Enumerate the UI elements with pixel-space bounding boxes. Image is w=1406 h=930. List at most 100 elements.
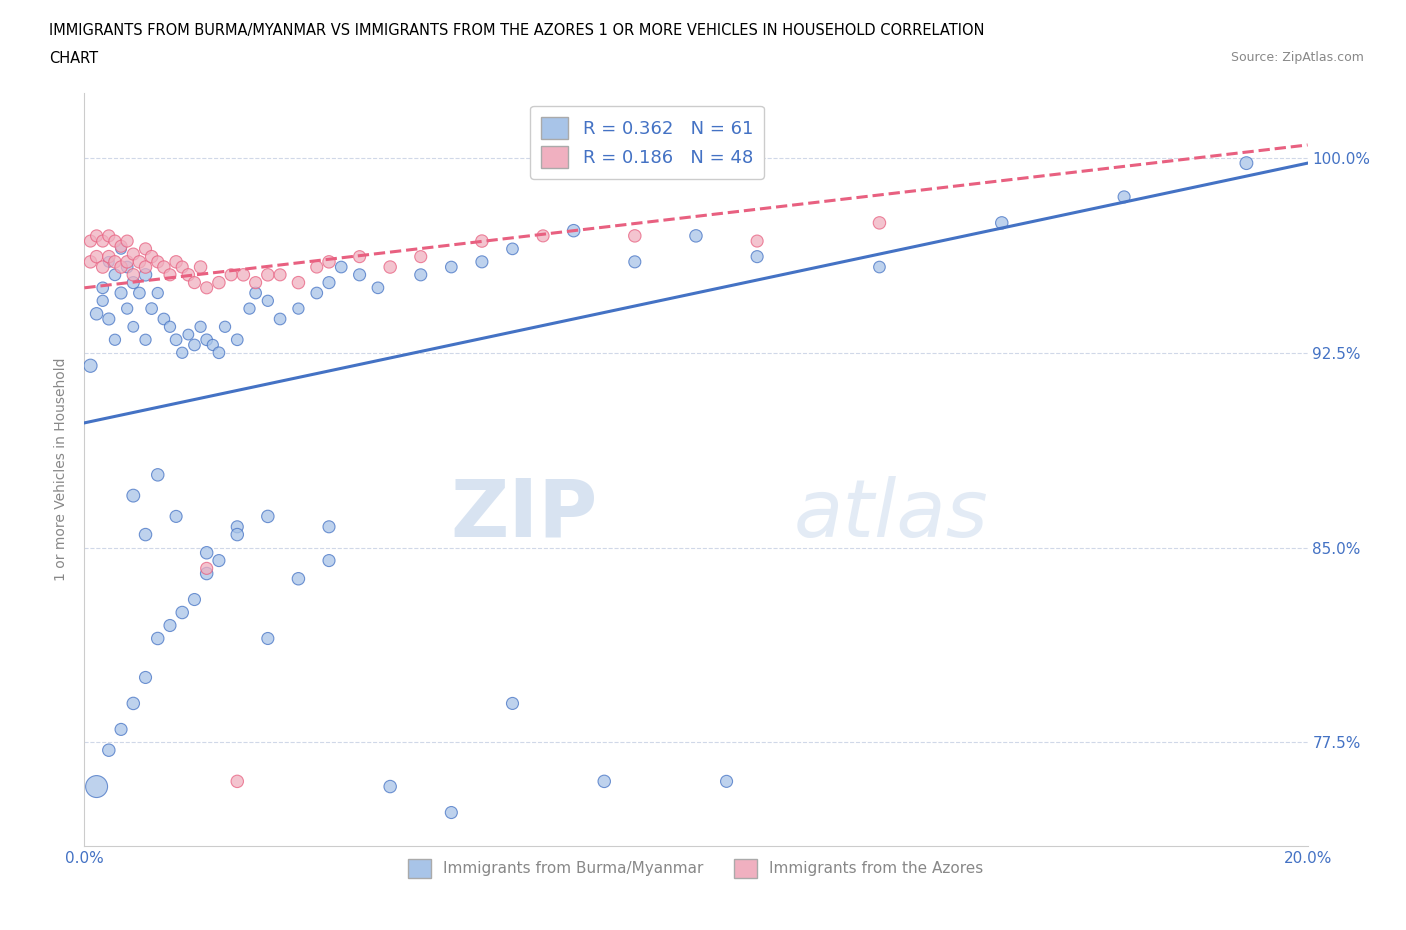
Point: [97, 229, 120, 244]
Point: [104, 255, 127, 270]
Point: [165, 255, 187, 270]
Point: [287, 275, 309, 290]
Point: [747, 233, 769, 248]
Point: [177, 268, 200, 283]
Text: Source: ZipAtlas.com: Source: ZipAtlas.com: [1230, 51, 1364, 64]
Point: [349, 268, 371, 283]
Point: [269, 312, 291, 326]
Point: [226, 774, 249, 789]
Point: [624, 255, 647, 270]
Point: [110, 286, 132, 300]
Point: [624, 229, 647, 244]
Point: [86, 306, 108, 321]
Point: [440, 805, 463, 820]
Point: [183, 592, 205, 607]
Point: [79, 358, 101, 373]
Point: [122, 246, 145, 261]
Point: [195, 566, 218, 581]
Point: [115, 259, 138, 274]
Point: [159, 319, 181, 334]
Point: [232, 268, 254, 283]
Point: [208, 553, 231, 568]
Point: [318, 255, 340, 270]
Point: [141, 301, 163, 316]
Point: [153, 259, 176, 274]
Point: [79, 255, 101, 270]
Point: [531, 229, 554, 244]
Point: [172, 345, 194, 360]
Point: [869, 259, 891, 274]
Point: [195, 332, 218, 347]
Point: [201, 338, 224, 352]
Point: [122, 268, 145, 283]
Point: [685, 229, 707, 244]
Text: atlas: atlas: [794, 476, 988, 554]
Point: [226, 519, 249, 534]
Y-axis label: 1 or more Vehicles in Household: 1 or more Vehicles in Household: [55, 358, 69, 581]
Point: [195, 561, 218, 576]
Text: IMMIGRANTS FROM BURMA/MYANMAR VS IMMIGRANTS FROM THE AZORES 1 OR MORE VEHICLES I: IMMIGRANTS FROM BURMA/MYANMAR VS IMMIGRA…: [49, 23, 984, 38]
Point: [115, 233, 138, 248]
Point: [115, 255, 138, 270]
Point: [183, 338, 205, 352]
Point: [716, 774, 738, 789]
Point: [257, 509, 280, 524]
Point: [226, 527, 249, 542]
Point: [471, 233, 494, 248]
Point: [869, 216, 891, 231]
Point: [245, 275, 267, 290]
Point: [159, 268, 181, 283]
Point: [257, 631, 280, 646]
Point: [91, 293, 114, 308]
Point: [1114, 190, 1136, 205]
Point: [349, 249, 371, 264]
Point: [86, 249, 108, 264]
Point: [79, 233, 101, 248]
Text: ZIP: ZIP: [451, 476, 598, 554]
Point: [219, 268, 242, 283]
Point: [86, 229, 108, 244]
Point: [146, 468, 169, 483]
Point: [502, 242, 524, 257]
Point: [257, 293, 280, 308]
Point: [172, 605, 194, 620]
Point: [110, 722, 132, 737]
Point: [159, 618, 181, 633]
Point: [135, 670, 157, 684]
Point: [208, 345, 231, 360]
Point: [135, 527, 157, 542]
Point: [153, 312, 176, 326]
Point: [330, 259, 353, 274]
Point: [562, 223, 585, 238]
Point: [135, 332, 157, 347]
Point: [146, 631, 169, 646]
Point: [991, 216, 1014, 231]
Point: [91, 233, 114, 248]
Point: [165, 332, 187, 347]
Point: [747, 249, 769, 264]
Legend: Immigrants from Burma/Myanmar, Immigrants from the Azores: Immigrants from Burma/Myanmar, Immigrant…: [402, 853, 990, 884]
Point: [135, 268, 157, 283]
Point: [135, 259, 157, 274]
Point: [593, 774, 616, 789]
Point: [183, 275, 205, 290]
Point: [97, 743, 120, 758]
Point: [97, 312, 120, 326]
Point: [367, 280, 389, 295]
Point: [141, 249, 163, 264]
Point: [409, 268, 432, 283]
Point: [190, 319, 212, 334]
Point: [91, 280, 114, 295]
Point: [318, 519, 340, 534]
Text: CHART: CHART: [49, 51, 98, 66]
Point: [146, 255, 169, 270]
Point: [318, 275, 340, 290]
Point: [318, 553, 340, 568]
Point: [104, 268, 127, 283]
Point: [122, 488, 145, 503]
Point: [1236, 155, 1258, 170]
Point: [172, 259, 194, 274]
Point: [146, 286, 169, 300]
Point: [245, 286, 267, 300]
Point: [104, 233, 127, 248]
